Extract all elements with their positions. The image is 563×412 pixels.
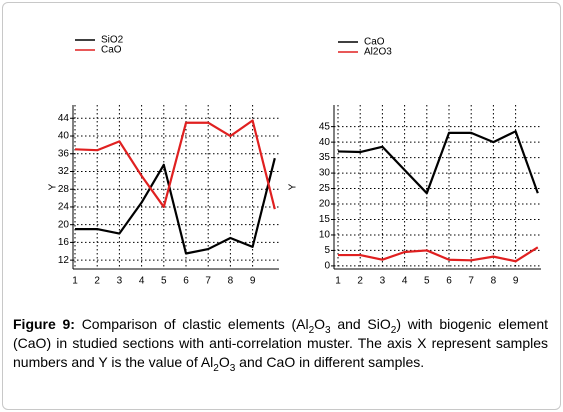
x-tick-label: 7 xyxy=(205,276,211,287)
y-tick-label: 12 xyxy=(58,255,70,266)
legend-label: CaO xyxy=(364,37,385,48)
data-line xyxy=(74,119,276,210)
legend-label: Al2O3 xyxy=(364,47,392,58)
caption-normal: ) with biogenic element (CaO) in studied… xyxy=(13,316,549,370)
x-tick-label: 7 xyxy=(468,276,474,287)
data-line xyxy=(75,157,276,255)
caption-normal: Comparison of clastic elements (Al xyxy=(74,316,309,332)
x-tick-label: 3 xyxy=(117,276,123,287)
x-tick-label: 9 xyxy=(250,276,256,287)
caption-sub: 3 xyxy=(325,324,331,336)
y-tick-label: 40 xyxy=(58,131,70,142)
caption-sub: 2 xyxy=(308,324,315,336)
y-tick-label: 20 xyxy=(319,199,331,210)
y-tick-label: 0 xyxy=(324,261,330,272)
caption-bold: Figure 9: xyxy=(13,316,75,332)
y-tick-label: 32 xyxy=(58,166,70,177)
y-axis-label: Y xyxy=(48,183,59,190)
caption-sub: 2 xyxy=(213,362,219,374)
x-tick-label: 4 xyxy=(402,276,408,287)
y-axis-label: Y xyxy=(288,183,299,190)
x-tick-label: 9 xyxy=(513,276,519,287)
x-tick-label: 2 xyxy=(357,276,363,287)
legend-label: CaO xyxy=(101,45,122,56)
y-tick-label: 44 xyxy=(58,113,70,124)
caption: Figure 9: Comparison of clastic elements… xyxy=(13,315,549,374)
y-tick-label: 24 xyxy=(58,202,70,213)
y-tick-label: 16 xyxy=(58,237,70,248)
data-line xyxy=(337,130,539,195)
y-tick-label: 5 xyxy=(324,245,330,256)
x-tick-label: 1 xyxy=(72,276,78,287)
y-tick-label: 10 xyxy=(319,230,331,241)
x-tick-label: 3 xyxy=(380,276,386,287)
x-tick-label: 5 xyxy=(161,276,167,287)
x-tick-label: 6 xyxy=(183,276,189,287)
y-tick-label: 45 xyxy=(319,121,331,132)
y-tick-label: 30 xyxy=(319,168,331,179)
y-tick-label: 35 xyxy=(319,152,331,163)
y-tick-label: 15 xyxy=(319,214,331,225)
caption-normal: O xyxy=(218,354,230,370)
x-tick-label: 8 xyxy=(491,276,497,287)
x-tick-label: 5 xyxy=(424,276,430,287)
caption-normal: and CaO in different samples. xyxy=(235,354,425,370)
x-tick-label: 6 xyxy=(446,276,452,287)
y-tick-label: 36 xyxy=(58,148,70,159)
y-tick-label: 28 xyxy=(58,184,70,195)
y-tick-label: 25 xyxy=(319,183,331,194)
y-tick-label: 40 xyxy=(319,137,331,148)
caption-sub: 3 xyxy=(229,362,236,374)
data-line xyxy=(338,246,539,263)
caption-normal: O xyxy=(314,316,326,332)
x-tick-label: 1 xyxy=(335,276,341,287)
x-tick-label: 8 xyxy=(228,276,234,287)
x-tick-label: 2 xyxy=(94,276,100,287)
legend-label: SiO2 xyxy=(101,35,124,46)
y-tick-label: 20 xyxy=(58,219,70,230)
caption-normal: and SiO xyxy=(330,316,391,332)
caption-sub: 2 xyxy=(390,324,397,336)
x-tick-label: 4 xyxy=(139,276,145,287)
